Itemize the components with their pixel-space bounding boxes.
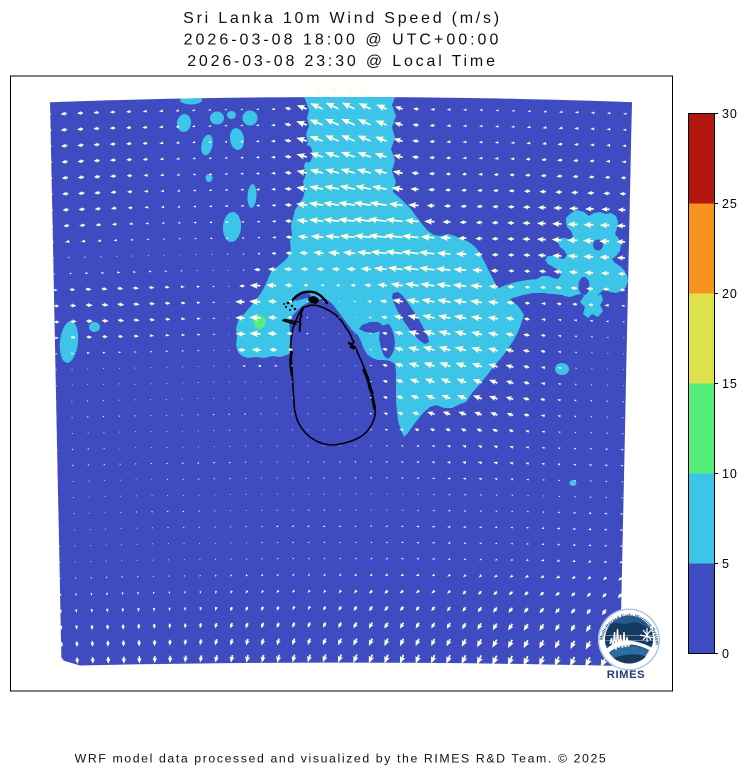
svg-text:15: 15 (722, 377, 738, 391)
svg-text:25: 25 (722, 197, 738, 211)
svg-text:RIMES: RIMES (607, 669, 645, 681)
svg-text:WRF model data processed and v: WRF model data processed and visualized … (75, 752, 608, 766)
svg-text:Sri Lanka 10m Wind Speed (m/s): Sri Lanka 10m Wind Speed (m/s) (183, 10, 502, 27)
svg-text:10: 10 (722, 467, 738, 481)
svg-text:20: 20 (722, 287, 738, 301)
svg-text:2026-03-08 18:00 @ UTC+00:00: 2026-03-08 18:00 @ UTC+00:00 (184, 32, 502, 49)
svg-text:0: 0 (722, 647, 730, 661)
svg-text:30: 30 (722, 107, 738, 121)
svg-text:2026-03-08 23:30 @ Local Time: 2026-03-08 23:30 @ Local Time (187, 53, 498, 70)
svg-text:5: 5 (722, 557, 730, 571)
